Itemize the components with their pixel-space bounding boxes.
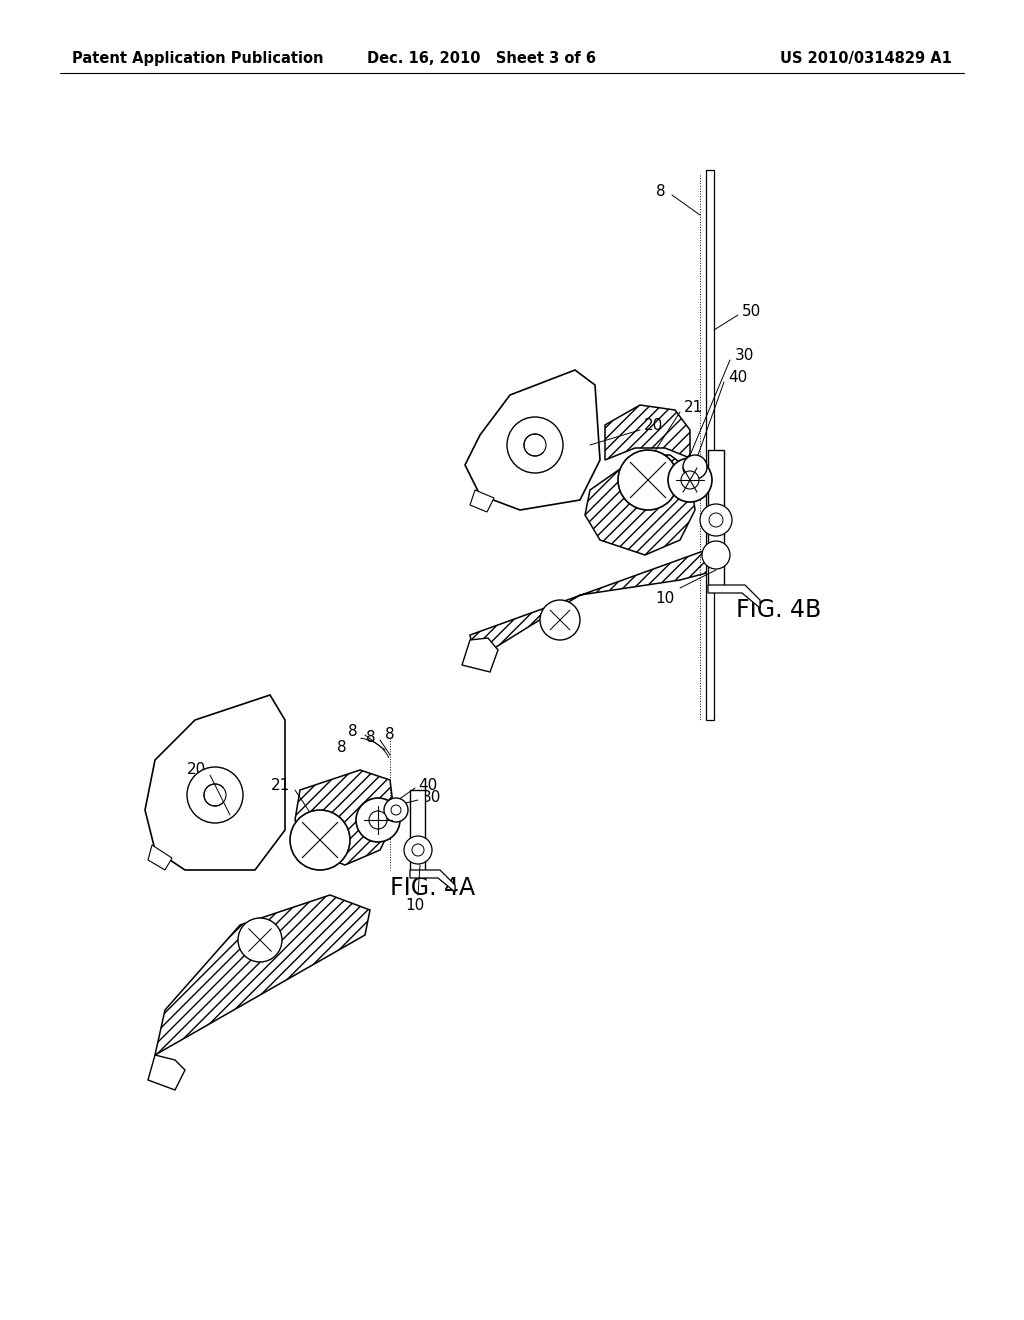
Polygon shape [410, 789, 425, 875]
Circle shape [404, 836, 432, 865]
Text: 21: 21 [270, 779, 290, 793]
Circle shape [412, 843, 424, 855]
Text: 8: 8 [385, 727, 395, 742]
Text: 30: 30 [422, 789, 441, 804]
Circle shape [391, 805, 401, 814]
Text: 10: 10 [406, 898, 425, 913]
Polygon shape [470, 490, 494, 512]
Circle shape [238, 917, 282, 962]
Circle shape [290, 810, 350, 870]
Text: 50: 50 [742, 305, 761, 319]
Text: FIG. 4A: FIG. 4A [389, 876, 475, 900]
Circle shape [204, 784, 226, 807]
Polygon shape [295, 770, 395, 865]
Text: 30: 30 [735, 348, 755, 363]
Polygon shape [148, 1055, 185, 1090]
Circle shape [681, 471, 699, 488]
Circle shape [356, 799, 400, 842]
Text: 40: 40 [418, 777, 437, 792]
Polygon shape [410, 870, 455, 892]
Text: 10: 10 [655, 591, 675, 606]
Text: FIG. 4B: FIG. 4B [735, 598, 821, 622]
Circle shape [668, 458, 712, 502]
Polygon shape [145, 696, 285, 870]
Circle shape [369, 810, 387, 829]
Polygon shape [585, 455, 695, 554]
Circle shape [700, 504, 732, 536]
Text: 8: 8 [337, 741, 347, 755]
Circle shape [507, 417, 563, 473]
Polygon shape [706, 170, 714, 719]
Text: 20: 20 [186, 763, 206, 777]
Text: 8: 8 [367, 730, 376, 744]
Polygon shape [708, 450, 724, 590]
Text: Patent Application Publication: Patent Application Publication [72, 51, 324, 66]
Text: US 2010/0314829 A1: US 2010/0314829 A1 [780, 51, 952, 66]
Text: 8: 8 [656, 185, 666, 199]
Polygon shape [708, 585, 760, 609]
Circle shape [540, 601, 580, 640]
Polygon shape [470, 545, 720, 660]
Polygon shape [462, 638, 498, 672]
Text: 21: 21 [684, 400, 703, 416]
Circle shape [187, 767, 243, 822]
Polygon shape [465, 370, 600, 510]
Circle shape [384, 799, 408, 822]
Circle shape [524, 434, 546, 455]
Text: 8: 8 [348, 725, 358, 739]
Circle shape [618, 450, 678, 510]
Text: Dec. 16, 2010   Sheet 3 of 6: Dec. 16, 2010 Sheet 3 of 6 [367, 51, 596, 66]
Polygon shape [148, 845, 172, 870]
Polygon shape [155, 895, 370, 1055]
Text: 40: 40 [728, 371, 748, 385]
Circle shape [709, 513, 723, 527]
Circle shape [702, 541, 730, 569]
Text: 20: 20 [644, 418, 664, 433]
Polygon shape [605, 405, 690, 459]
Circle shape [683, 455, 707, 479]
